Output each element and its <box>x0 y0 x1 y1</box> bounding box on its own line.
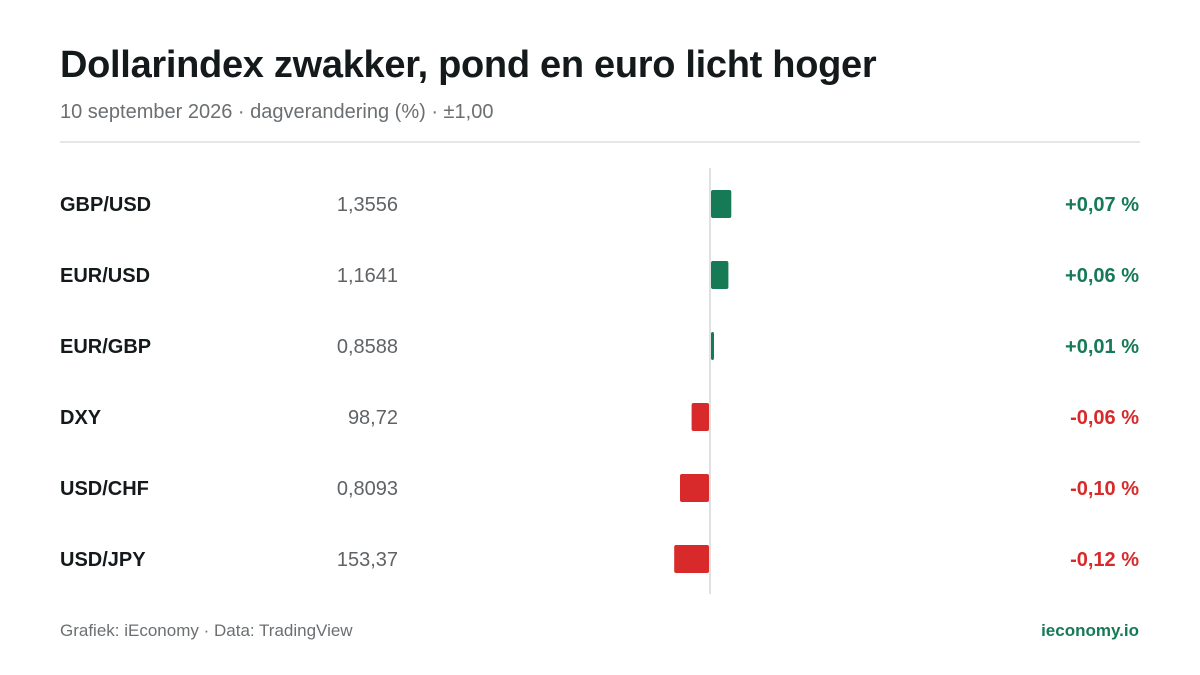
bar <box>711 190 732 218</box>
level-value: 153,37 <box>337 549 398 571</box>
level-value: 0,8093 <box>337 478 398 500</box>
chart-title: Dollarindex zwakker, pond en euro licht … <box>60 44 877 86</box>
bar <box>711 332 714 360</box>
category-label: EUR/GBP <box>60 336 151 358</box>
level-value: 98,72 <box>348 407 398 429</box>
bar <box>691 403 709 431</box>
change-label: +0,07 % <box>1065 194 1139 216</box>
change-label: +0,01 % <box>1065 336 1139 358</box>
change-label: -0,10 % <box>1070 478 1139 500</box>
footer-brand-link[interactable]: ieconomy.io <box>1041 621 1139 640</box>
category-label: GBP/USD <box>60 194 151 216</box>
bar <box>674 545 709 573</box>
level-value: 0,8588 <box>337 336 398 358</box>
category-label: USD/CHF <box>60 478 149 500</box>
change-label: +0,06 % <box>1065 265 1139 287</box>
change-label: -0,12 % <box>1070 549 1139 571</box>
category-label: EUR/USD <box>60 265 150 287</box>
chart-subtitle: 10 september 2026 · dagverandering (%) ·… <box>60 101 494 123</box>
level-value: 1,3556 <box>337 194 398 216</box>
footer-source: Grafiek: iEconomy · Data: TradingView <box>60 621 353 640</box>
category-label: USD/JPY <box>60 549 146 571</box>
level-value: 1,1641 <box>337 265 398 287</box>
header-divider <box>60 141 1140 143</box>
bar <box>680 474 709 502</box>
bar <box>711 261 729 289</box>
change-label: -0,06 % <box>1070 407 1139 429</box>
category-label: DXY <box>60 407 102 429</box>
